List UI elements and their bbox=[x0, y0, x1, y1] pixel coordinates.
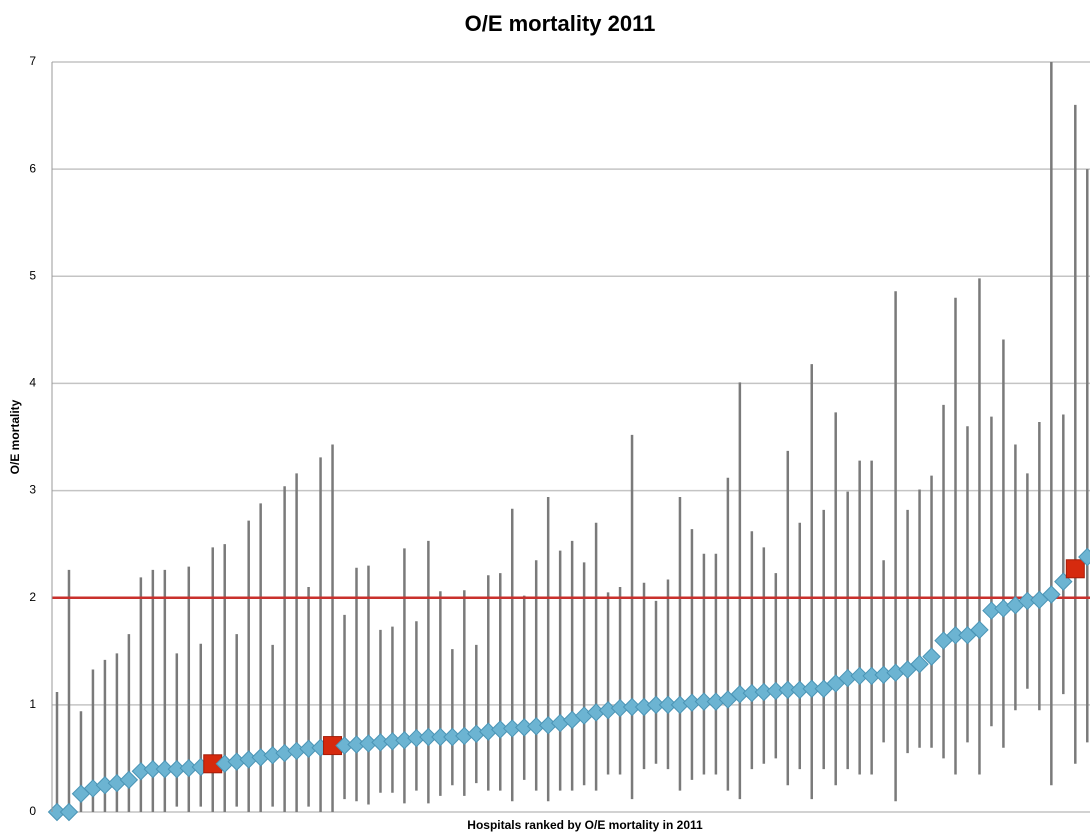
ranges bbox=[55, 62, 1089, 812]
y-axis-label: O/E mortality bbox=[8, 399, 22, 474]
point bbox=[922, 647, 941, 666]
x-axis-label: Hospitals ranked by O/E mortality in 201… bbox=[467, 818, 703, 832]
points bbox=[47, 547, 1090, 822]
y-tick-label: 1 bbox=[29, 697, 36, 711]
y-tick-label: 0 bbox=[29, 804, 36, 818]
y-tick-label: 6 bbox=[29, 161, 36, 175]
point bbox=[119, 770, 139, 790]
point bbox=[970, 620, 989, 640]
point bbox=[59, 802, 79, 822]
point bbox=[910, 654, 929, 674]
y-tick-label: 3 bbox=[29, 483, 36, 497]
y-tick-label: 4 bbox=[29, 376, 36, 390]
highlight-point bbox=[1065, 559, 1085, 579]
point bbox=[1078, 547, 1090, 567]
chart-title: O/E mortality 2011 bbox=[465, 11, 656, 36]
y-tick-label: 2 bbox=[29, 590, 36, 604]
point bbox=[1042, 585, 1061, 604]
y-tick-label: 7 bbox=[29, 54, 36, 68]
y-tick-label: 5 bbox=[29, 268, 36, 282]
